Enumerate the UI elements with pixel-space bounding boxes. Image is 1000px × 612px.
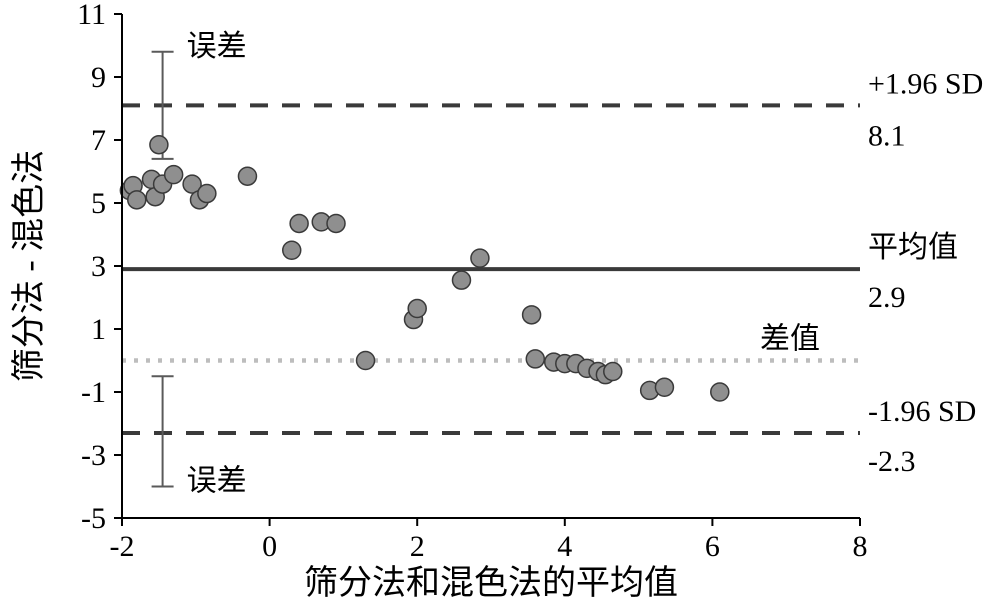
x-tick-label: 0 [262,530,277,563]
scatter-point [165,166,183,184]
scatter-point [711,383,729,401]
x-tick-label: -2 [110,530,135,563]
y-tick-label: 7 [91,124,106,157]
scatter-point [290,214,308,232]
y-tick-label: -5 [81,502,106,535]
y-axis-title: 筛分法 - 混色法 [10,150,48,382]
y-tick-label: 9 [91,61,106,94]
y-tick-label: -3 [81,439,106,472]
x-tick-label: 6 [705,530,720,563]
mean-label: 平均值 [868,231,958,264]
scatter-point [283,241,301,259]
mean-value: 2.9 [868,281,906,314]
y-tick-label: 3 [91,250,106,283]
scatter-point [655,378,673,396]
x-tick-label: 2 [410,530,425,563]
x-axis-title: 筛分法和混色法的平均值 [304,564,678,602]
y-tick-label: 11 [77,0,106,31]
scatter-point [128,191,146,209]
error-bar-lower-label: 误差 [187,465,247,498]
bland-altman-chart: -2 0 2 4 6 8 -5 -3 -1 1 3 5 7 9 11 筛分法和混色法的平均值 筛分法 - 混色法… [0,0,1000,612]
error-bar-upper-label: 误差 [187,30,247,63]
scatter-point [238,167,256,185]
y-tick-label: -1 [81,376,106,409]
scatter-point [604,363,622,381]
scatter-point [198,185,216,203]
y-tick-label: 1 [91,313,106,346]
y-tick-label: 5 [91,187,106,220]
lower-sd-value: -2.3 [868,445,916,478]
scatter-point [523,306,541,324]
lower-sd-label: -1.96 SD [868,395,976,428]
scatter-point [357,352,375,370]
x-tick-label: 8 [853,530,868,563]
scatter-point [150,136,168,154]
zero-line-label: 差值 [760,323,820,356]
scatter-point [452,271,470,289]
scatter-point [408,300,426,318]
scatter-point [471,249,489,267]
scatter-point [327,214,345,232]
upper-sd-value: 8.1 [868,119,906,152]
scatter-point [526,350,544,368]
chart-svg: -2 0 2 4 6 8 -5 -3 -1 1 3 5 7 9 11 筛分法和混色法的平均值 筛分法 - 混色法… [0,0,1000,612]
upper-sd-label: +1.96 SD [868,67,983,100]
x-tick-label: 4 [557,530,572,563]
